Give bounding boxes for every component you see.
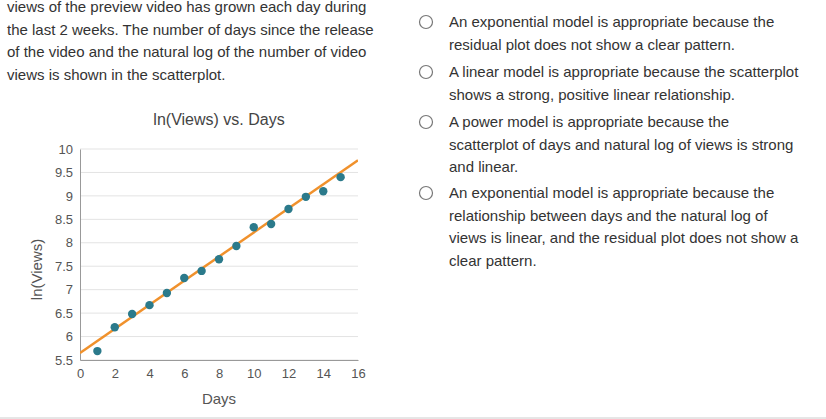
tick-label: 10 — [59, 142, 73, 157]
grid-line — [80, 360, 358, 361]
tick-label: 10 — [247, 366, 261, 381]
data-point — [180, 274, 188, 282]
option-line: An exponential model is appropriate beca… — [449, 13, 774, 30]
tick-label: 16 — [351, 366, 365, 381]
grid-line — [80, 289, 358, 290]
grid-line — [80, 336, 358, 337]
tick-label: 6 — [181, 366, 188, 381]
option-line: scatterplot of days and natural log of v… — [449, 136, 793, 153]
tick: 7 — [66, 282, 80, 297]
grid-line — [80, 149, 358, 150]
grid-line — [80, 219, 358, 220]
question-line: of the video and the natural log of the … — [7, 43, 366, 60]
radio-button[interactable] — [420, 66, 433, 79]
tick: 4 — [146, 360, 153, 381]
y-axis: 5.5 6 6.5 7 7.5 8 8.5 9 9.5 10 — [55, 142, 81, 368]
radio-button[interactable] — [420, 116, 433, 129]
tick: 10 — [247, 360, 261, 381]
tick-label: 8 — [66, 235, 73, 250]
data-point — [145, 301, 153, 309]
option-line: shows a strong, positive linear relation… — [449, 86, 735, 103]
option-line: relationship between days and the natura… — [449, 207, 768, 224]
y-axis-title: ln(Views) — [28, 239, 45, 300]
data-point — [215, 255, 223, 263]
tick: 9 — [66, 189, 80, 204]
tick: 0 — [77, 360, 84, 381]
x-axis: 0 2 4 6 8 10 12 14 16 — [77, 360, 366, 381]
data-point — [111, 323, 119, 331]
tick: 14 — [317, 360, 331, 381]
plot-area — [80, 160, 358, 355]
grid — [80, 149, 358, 360]
data-point — [128, 310, 136, 318]
fit-line — [80, 160, 358, 353]
tick-label: 8.5 — [55, 212, 73, 227]
option-line: A power model is appropriate because the — [449, 113, 729, 130]
tick: 6 — [181, 360, 188, 381]
tick-label: 5.5 — [55, 353, 73, 368]
option-line: An exponential model is appropriate beca… — [449, 184, 774, 201]
tick: 8 — [66, 235, 80, 250]
tick-label: 8 — [216, 366, 223, 381]
tick-label: 0 — [77, 366, 84, 381]
tick: 6 — [66, 329, 80, 344]
tick: 12 — [282, 360, 296, 381]
grid-line — [80, 195, 358, 196]
tick-label: 9.5 — [55, 165, 73, 180]
tick-label: 6 — [66, 329, 73, 344]
question-line: the last 2 weeks. The number of days sin… — [7, 21, 374, 38]
data-point — [232, 242, 240, 250]
tick-label: 14 — [317, 366, 331, 381]
question-line: views of the preview video has grown eac… — [7, 0, 366, 15]
tick: 8.5 — [55, 212, 80, 227]
data-point — [267, 220, 275, 228]
radio-button[interactable] — [420, 16, 433, 29]
grid-line — [80, 172, 358, 173]
tick: 5.5 — [55, 353, 80, 368]
tick-label: 9 — [66, 189, 73, 204]
tick: 6.5 — [55, 306, 80, 321]
tick-label: 12 — [282, 366, 296, 381]
tick: 8 — [216, 360, 223, 381]
option-line: clear pattern. — [449, 252, 537, 269]
chart-title: ln(Views) vs. Days — [153, 111, 284, 128]
grid-line — [80, 313, 358, 314]
data-point — [250, 223, 258, 231]
data-point — [197, 267, 205, 275]
tick-label: 7 — [66, 282, 73, 297]
radio-button[interactable] — [420, 187, 433, 200]
question-line: views is shown in the scatterplot. — [7, 66, 225, 83]
tick-label: 6.5 — [55, 306, 73, 321]
option-line: residual plot does not show a clear patt… — [449, 36, 735, 53]
tick: 10 — [59, 142, 80, 157]
data-point — [302, 193, 310, 201]
tick: 16 — [351, 360, 365, 381]
tick-label: 7.5 — [55, 259, 73, 274]
x-axis-title: Days — [202, 390, 236, 407]
option-line: and linear. — [449, 158, 518, 175]
grid-line — [80, 266, 358, 267]
axis-line — [81, 360, 359, 361]
tick: 7.5 — [55, 259, 80, 274]
data-point — [284, 205, 292, 213]
option-line: views is linear, and the residual plot d… — [449, 229, 799, 246]
data-point — [163, 289, 171, 297]
grid-line — [80, 242, 358, 243]
separator — [0, 418, 826, 419]
tick: 2 — [112, 360, 119, 381]
tick-label: 4 — [146, 366, 153, 381]
page: views of the preview video has grown eac… — [0, 0, 826, 419]
tick: 9.5 — [55, 165, 80, 180]
axis-line — [80, 150, 81, 361]
data-point — [93, 347, 101, 355]
data-point — [319, 187, 327, 195]
tick-label: 2 — [112, 366, 119, 381]
option-line: A linear model is appropriate because th… — [449, 63, 799, 80]
data-point — [336, 173, 344, 181]
